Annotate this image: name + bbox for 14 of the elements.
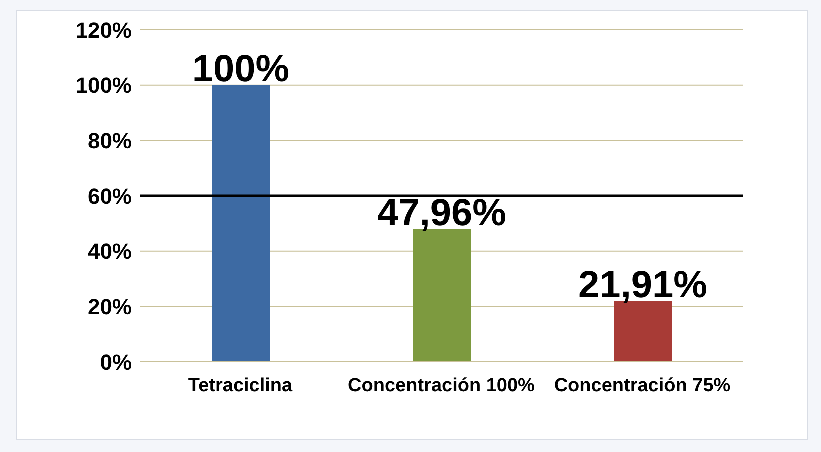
data-label: 21,91% — [578, 264, 708, 306]
y-tick-label: 120% — [76, 18, 132, 43]
y-tick-label: 0% — [100, 350, 132, 375]
y-tick-label: 40% — [88, 239, 132, 264]
y-tick-label: 60% — [88, 184, 132, 209]
x-tick-label: Tetraciclina — [188, 375, 294, 396]
y-tick-label: 80% — [88, 128, 132, 154]
x-tick-label: Concentración 100% — [348, 375, 536, 396]
y-tick-label: 20% — [88, 294, 132, 320]
data-label: 47,96% — [378, 192, 506, 234]
data-label: 100% — [192, 48, 290, 90]
y-tick-label: 100% — [76, 73, 132, 98]
x-tick-label: Concentración 75% — [554, 375, 731, 396]
bar — [212, 85, 270, 362]
